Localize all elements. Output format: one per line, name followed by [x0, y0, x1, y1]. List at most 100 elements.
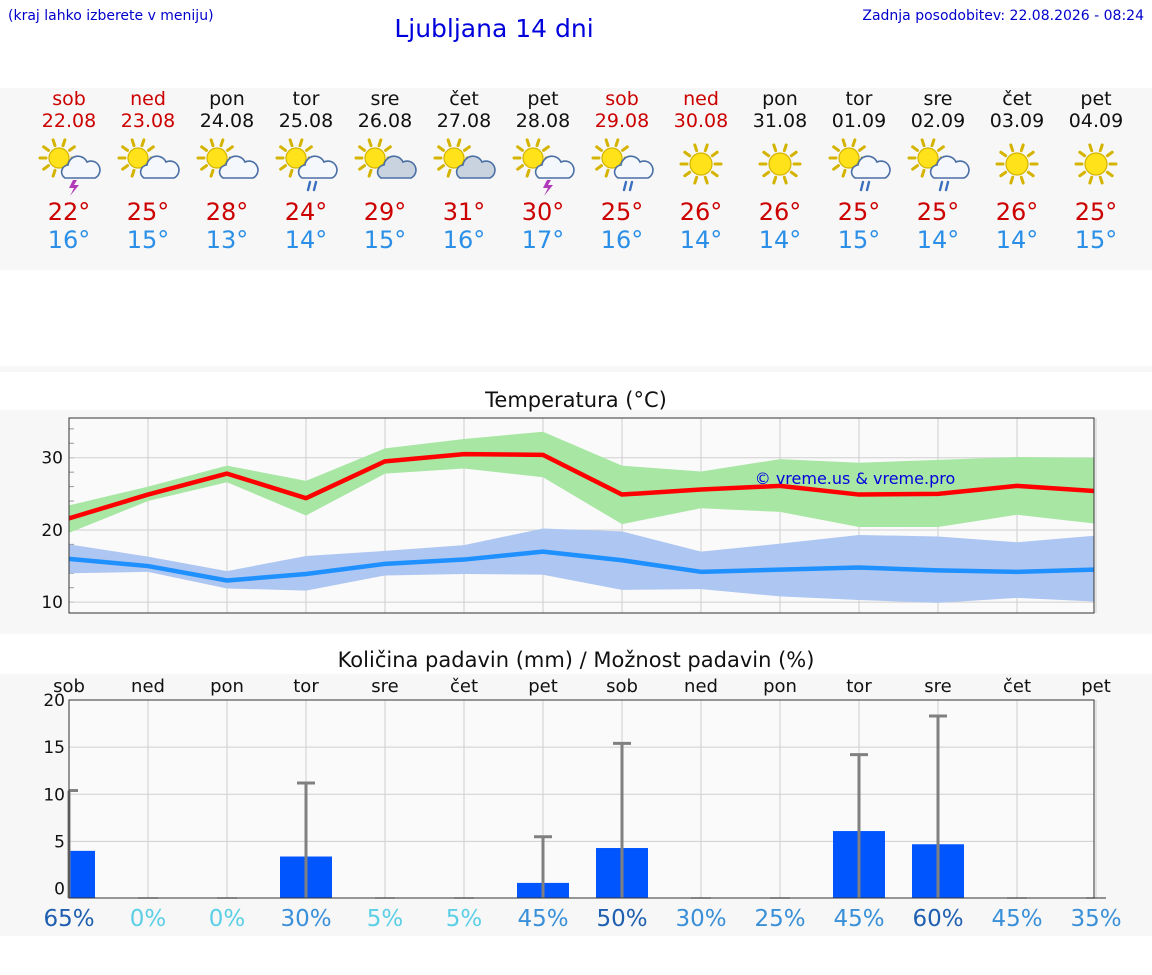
max-temp: 25°	[916, 198, 960, 226]
sun-cloud-storm-icon	[38, 138, 101, 196]
day-date: 03.09	[989, 110, 1045, 132]
menu-hint: (kraj lahko izberete v meniju)	[8, 8, 214, 24]
temperature-chart: 10 20 30 © vreme.us & vreme.pro	[41, 417, 1097, 614]
sun-gray-cloud-icon	[354, 138, 417, 179]
precip-probability: 25%	[754, 906, 805, 932]
sun-cloud-rain-icon	[591, 138, 654, 192]
min-temp: 14°	[916, 226, 960, 254]
day-forecast: tor 25.08 24° 14°	[266, 88, 346, 254]
precip-probability: 5%	[446, 906, 483, 932]
temp-range-band	[69, 431, 1094, 533]
category-label: sre	[371, 676, 398, 697]
day-forecast: ned 30.08 26° 14°	[661, 88, 741, 254]
day-name: pon	[209, 88, 245, 110]
day-date: 30.08	[673, 110, 729, 132]
min-temp: 16°	[442, 226, 486, 254]
precip-probability: 30%	[675, 906, 726, 932]
day-forecast: pon 31.08 26° 14°	[740, 88, 820, 254]
precip-chart-title: Količina padavin (mm) / Možnost padavin …	[337, 648, 815, 672]
last-update: Zadnja posodobitev: 22.08.2026 - 08:24	[862, 8, 1144, 24]
precip-probability: 45%	[517, 906, 568, 932]
max-temp: 26°	[679, 198, 723, 226]
day-name: pet	[527, 88, 559, 110]
day-forecast: ned 23.08 25° 15°	[108, 88, 188, 254]
precip-probability: 65%	[43, 906, 94, 932]
min-temp: 16°	[47, 226, 91, 254]
watermark: © vreme.us & vreme.pro	[755, 469, 956, 488]
precip-probability: 35%	[1070, 906, 1121, 932]
category-label: pet	[528, 676, 558, 697]
y-tick-label: 20	[41, 521, 63, 541]
temp-range-band	[69, 528, 1094, 603]
sun-icon	[995, 143, 1039, 185]
day-name: sre	[923, 88, 953, 110]
precip-probability: 45%	[833, 906, 884, 932]
max-temp: 28°	[205, 198, 249, 226]
category-label: čet	[1003, 676, 1031, 697]
sun-icon	[679, 143, 723, 185]
day-date: 27.08	[436, 110, 492, 132]
day-date: 23.08	[120, 110, 176, 132]
temp-series-line	[68, 451, 1095, 521]
separator-band	[0, 366, 1152, 372]
day-date: 02.09	[910, 110, 966, 132]
day-name: ned	[683, 88, 719, 110]
y-tick-label: 20	[43, 691, 65, 711]
day-name: čet	[449, 88, 479, 110]
max-temp: 29°	[363, 198, 407, 226]
max-temp: 26°	[995, 198, 1039, 226]
sun-cloud-icon	[196, 138, 259, 179]
precip-probability: 5%	[367, 906, 404, 932]
min-temp: 15°	[837, 226, 881, 254]
day-forecast: pet 28.08 30° 17°	[503, 88, 583, 254]
day-date: 04.09	[1068, 110, 1124, 132]
y-tick-label: 5	[54, 832, 65, 852]
y-tick-label: 0	[54, 880, 65, 900]
max-temp: 25°	[1074, 198, 1118, 226]
day-name: tor	[845, 88, 873, 110]
sun-icon	[1074, 143, 1118, 185]
category-label: ned	[131, 676, 165, 697]
min-temp: 15°	[363, 226, 407, 254]
day-name: sob	[605, 88, 639, 110]
day-forecast: sob 22.08 22° 16°	[29, 88, 109, 254]
min-temp: 15°	[1074, 226, 1118, 254]
day-forecast: sob 29.08 25° 16°	[582, 88, 662, 254]
max-temp: 25°	[837, 198, 881, 226]
sun-cloud-rain-icon	[828, 138, 891, 192]
precip-probability: 30%	[280, 906, 331, 932]
category-label: sob	[53, 676, 85, 697]
category-label: ned	[684, 676, 718, 697]
day-forecast: sre 26.08 29° 15°	[345, 88, 425, 254]
day-date: 28.08	[515, 110, 571, 132]
day-name: čet	[1002, 88, 1032, 110]
day-forecast: pet 04.09 25° 15°	[1056, 88, 1136, 254]
precip-probability: 0%	[209, 906, 246, 932]
y-tick-label: 10	[41, 593, 63, 613]
temperature-chart-title: Temperatura (°C)	[485, 388, 667, 412]
max-temp: 25°	[600, 198, 644, 226]
min-temp: 14°	[679, 226, 723, 254]
precip-probability: 45%	[991, 906, 1042, 932]
y-tick-label: 30	[41, 449, 63, 469]
forecast-row: sob 22.08 22° 16° ned 23.08 25° 15° pon 24.08 28° 1…	[0, 88, 1152, 268]
max-temp: 26°	[758, 198, 802, 226]
y-tick-label: 15	[43, 738, 65, 758]
category-label: pet	[1081, 676, 1111, 697]
day-forecast: sre 02.09 25° 14°	[898, 88, 978, 254]
day-name: ned	[130, 88, 166, 110]
day-forecast: čet 03.09 26° 14°	[977, 88, 1057, 254]
min-temp: 14°	[758, 226, 802, 254]
day-name: pet	[1080, 88, 1112, 110]
max-temp: 24°	[284, 198, 328, 226]
day-date: 29.08	[594, 110, 650, 132]
day-forecast: pon 24.08 28° 13°	[187, 88, 267, 254]
min-temp: 13°	[205, 226, 249, 254]
day-name: sob	[52, 88, 86, 110]
min-temp: 15°	[126, 226, 170, 254]
day-name: pon	[762, 88, 798, 110]
day-date: 31.08	[752, 110, 808, 132]
category-label: sre	[924, 676, 951, 697]
day-date: 26.08	[357, 110, 413, 132]
